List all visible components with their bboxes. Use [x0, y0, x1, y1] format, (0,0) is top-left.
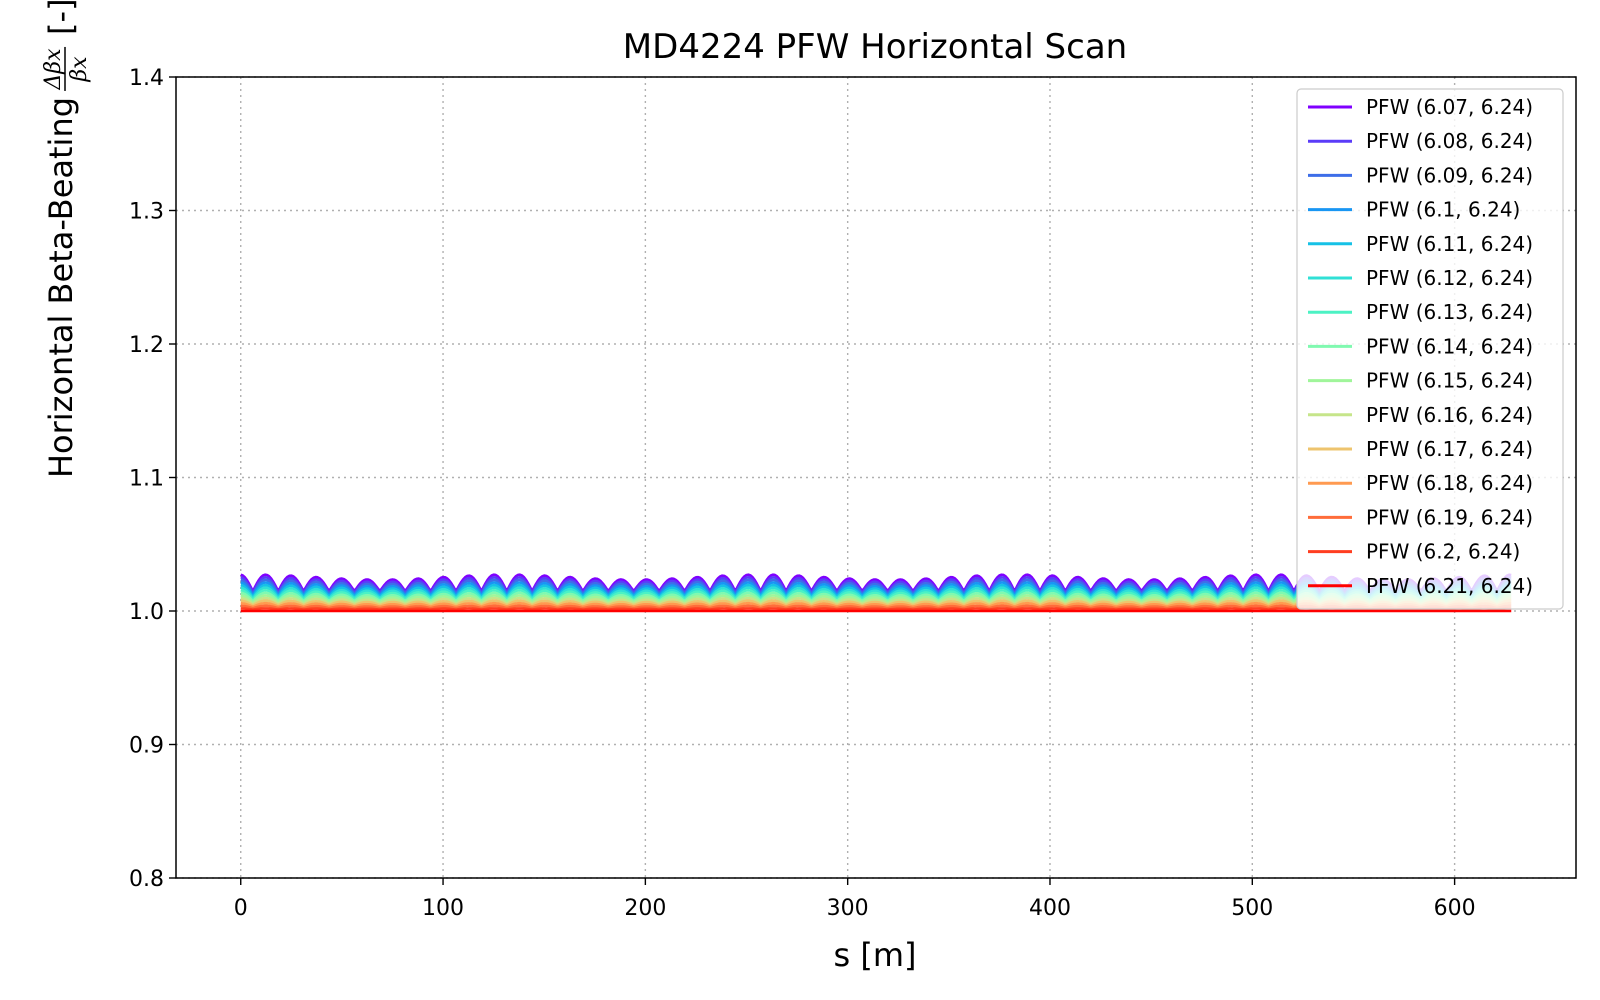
legend-label-2: PFW (6.09, 6.24)	[1366, 163, 1533, 187]
y-axis-label-unit: [-]	[42, 0, 80, 35]
x-tick-label-5: 500	[1231, 896, 1273, 921]
legend-label-9: PFW (6.16, 6.24)	[1366, 403, 1533, 427]
x-tick-label-1: 100	[422, 896, 464, 921]
legend-label-12: PFW (6.19, 6.24)	[1366, 505, 1533, 529]
x-axis-label: s [m]	[834, 936, 917, 974]
x-tick-label-2: 200	[624, 896, 666, 921]
legend-items: PFW (6.07, 6.24) PFW (6.08, 6.24) PFW (6.0…	[1308, 95, 1533, 598]
y-tick-label-2: 1.0	[129, 600, 164, 625]
legend-label-4: PFW (6.11, 6.24)	[1366, 232, 1533, 256]
grid	[176, 76, 1576, 879]
legend-label-5: PFW (6.12, 6.24)	[1366, 266, 1533, 290]
legend-label-0: PFW (6.07, 6.24)	[1366, 95, 1533, 119]
x-tick-label-0: 0	[234, 896, 248, 921]
legend-label-14: PFW (6.21, 6.24)	[1366, 574, 1533, 598]
y-axis-label: Horizontal Beta-Beating Δβx βx [-]	[41, 0, 92, 478]
x-tick-label-6: 600	[1434, 896, 1476, 921]
legend-label-6: PFW (6.13, 6.24)	[1366, 300, 1533, 324]
y-tick-label-0: 0.8	[129, 867, 164, 892]
legend-label-8: PFW (6.15, 6.24)	[1366, 369, 1533, 393]
y-axis-label-fraction-denominator: βx	[67, 56, 92, 83]
y-tick-label-6: 1.4	[129, 66, 164, 91]
legend-frame	[1296, 88, 1564, 610]
y-tick-label-4: 1.2	[129, 333, 164, 358]
x-tick-label-4: 400	[1029, 896, 1071, 921]
legend-label-3: PFW (6.1, 6.24)	[1366, 198, 1520, 222]
y-axis-label-text: Horizontal Beta-Beating	[42, 97, 80, 478]
legend-label-1: PFW (6.08, 6.24)	[1366, 129, 1533, 153]
y-tick-label-3: 1.1	[129, 467, 164, 492]
chart-title: MD4224 PFW Horizontal Scan	[623, 27, 1127, 67]
legend-label-7: PFW (6.14, 6.24)	[1366, 334, 1533, 358]
y-axis-label-fraction-numerator: Δβx	[41, 48, 66, 91]
legend-label-10: PFW (6.17, 6.24)	[1366, 437, 1533, 461]
y-axis-ticks: 0.8 0.9 1.0 1.1 1.2 1.3 1.4	[129, 66, 176, 892]
legend: PFW (6.07, 6.24) PFW (6.08, 6.24) PFW (6.0…	[1296, 88, 1564, 610]
legend-label-13: PFW (6.2, 6.24)	[1366, 540, 1520, 564]
y-axis-label-fraction: Δβx βx	[41, 46, 92, 91]
y-tick-label-1: 0.9	[129, 734, 164, 759]
y-tick-label-5: 1.3	[129, 200, 164, 225]
x-axis-ticks: 0 100 200 300 400 500 600	[234, 878, 1476, 921]
legend-label-11: PFW (6.18, 6.24)	[1366, 471, 1533, 495]
x-tick-label-3: 300	[827, 896, 869, 921]
